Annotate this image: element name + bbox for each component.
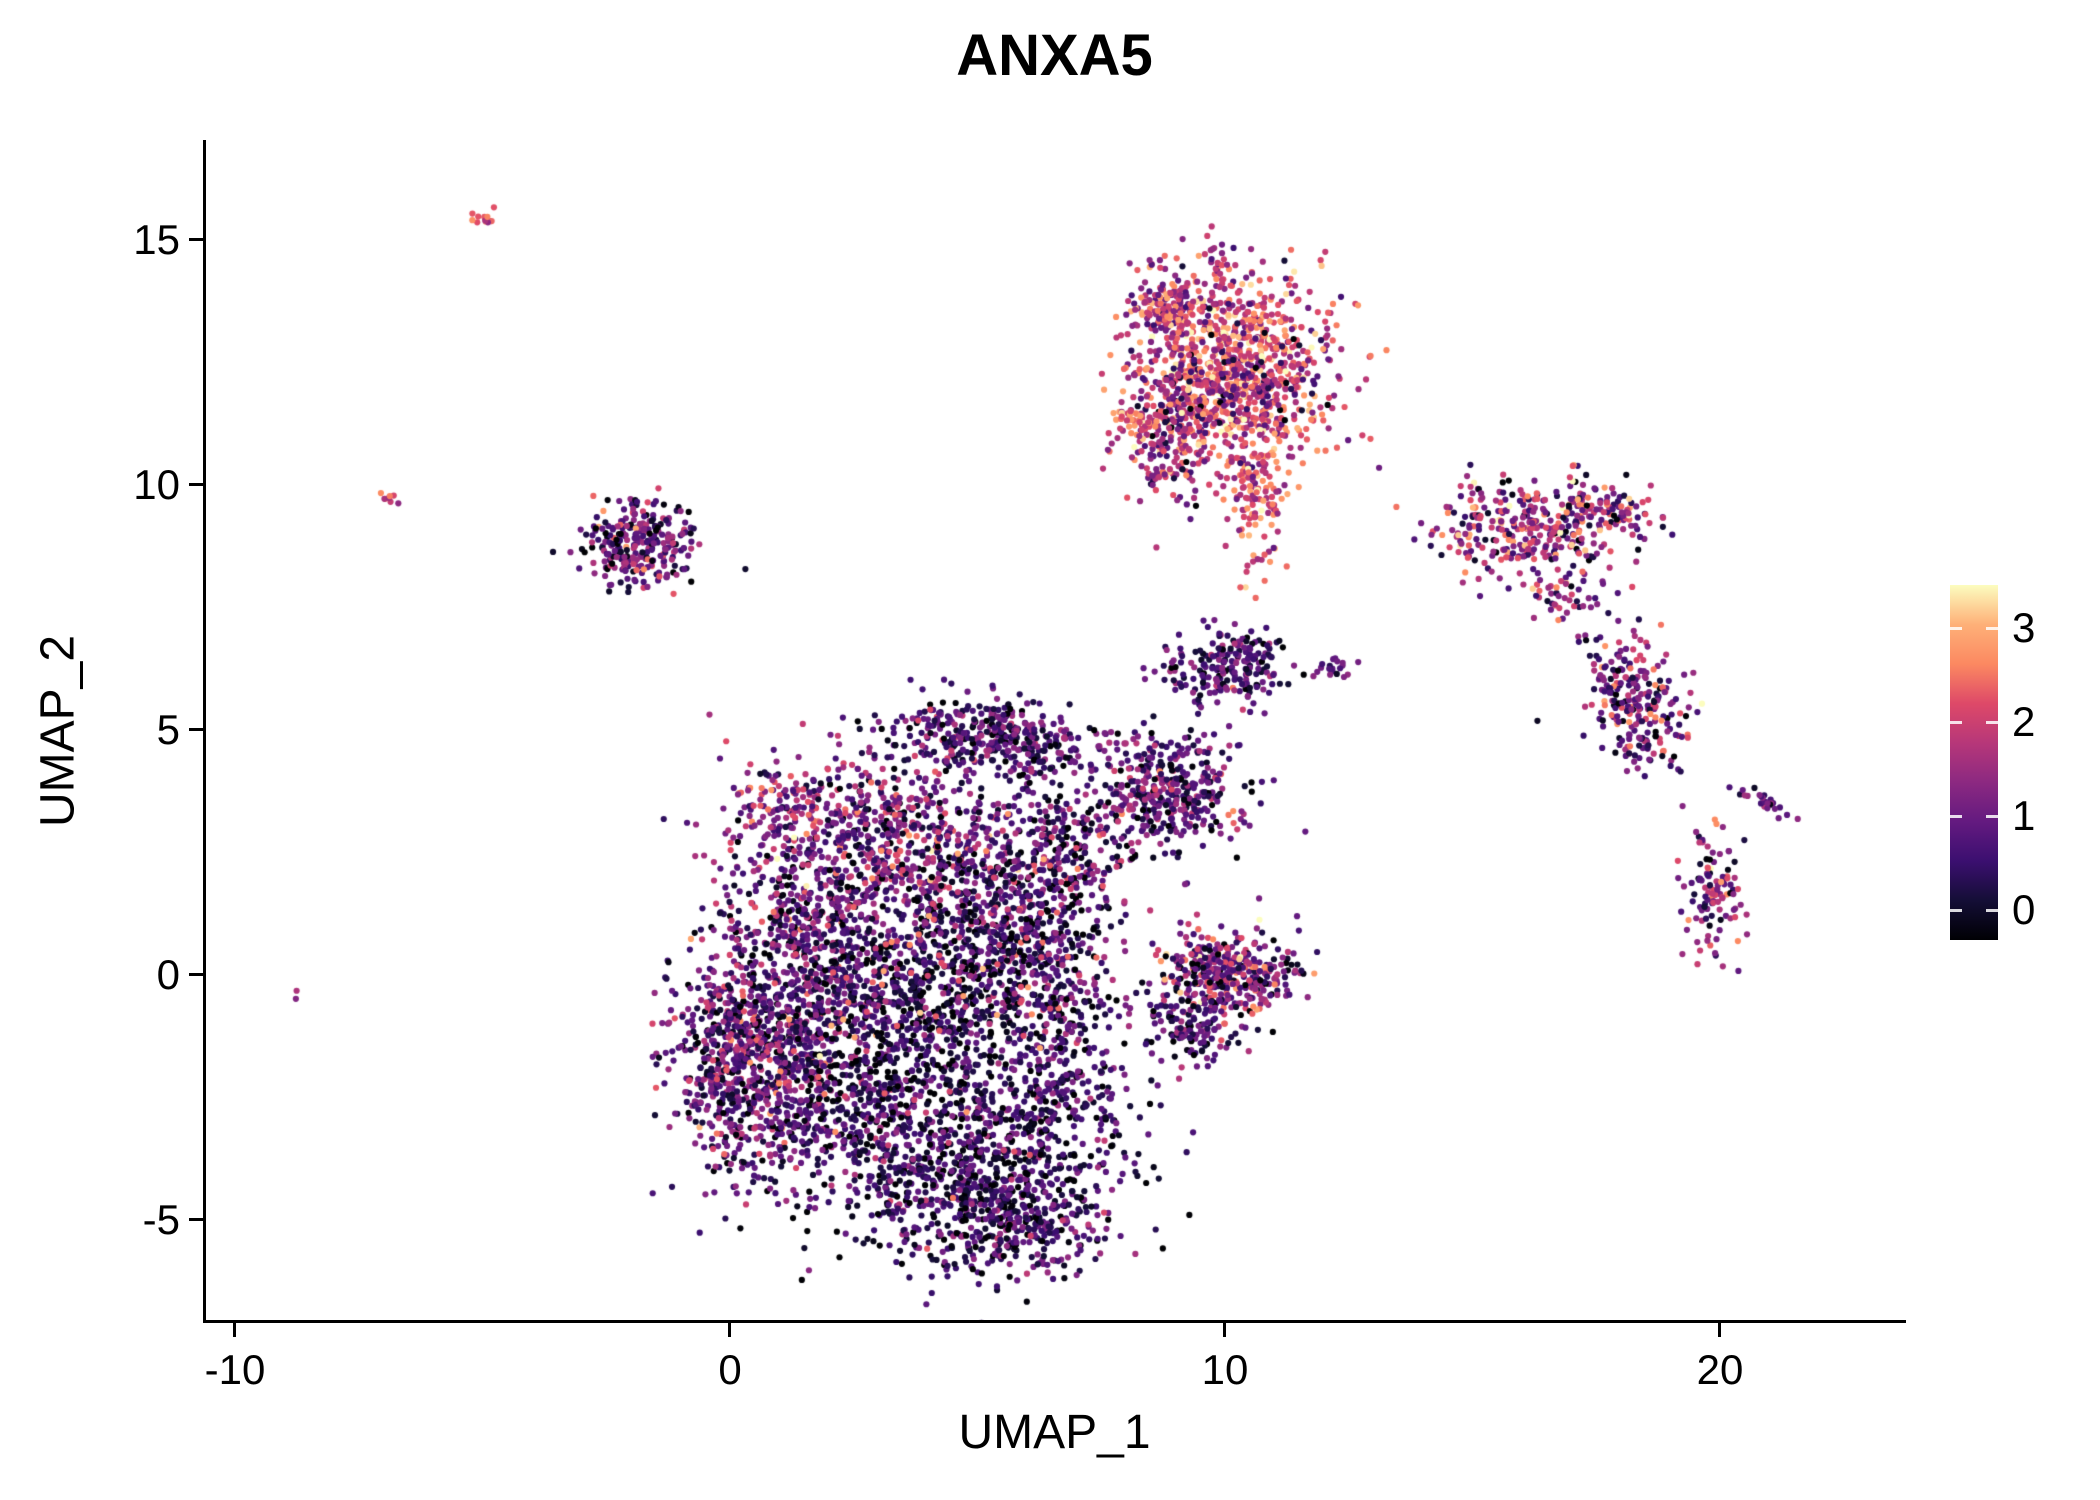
y-axis-title: UMAP_2: [31, 634, 85, 828]
colorbar-tick-label: 0: [2012, 886, 2036, 933]
x-tick-label: 20: [1696, 1346, 1744, 1393]
y-tick-mark: [189, 1218, 203, 1221]
y-tick-mark: [189, 238, 203, 241]
colorbar-tick-label: 1: [2012, 792, 2036, 839]
plot-title: ANXA5: [956, 23, 1153, 88]
colorbar-tick-label: 2: [2012, 698, 2036, 745]
y-tick-label: 15: [133, 216, 180, 263]
colorbar-tick-mark: [1950, 909, 1962, 912]
y-axis-line: [203, 140, 206, 1323]
y-tick-mark: [189, 728, 203, 731]
x-tick-mark: [728, 1323, 731, 1337]
colorbar-tick-mark: [1950, 721, 1962, 724]
colorbar-tick-mark: [1986, 627, 1998, 630]
x-tick-mark: [233, 1323, 236, 1337]
y-tick-label: 10: [133, 461, 180, 508]
colorbar-tick-mark: [1986, 815, 1998, 818]
colorbar-tick-label: 3: [2012, 604, 2036, 651]
x-tick-mark: [1718, 1323, 1721, 1337]
y-tick-label: -5: [142, 1196, 180, 1243]
x-tick-mark: [1223, 1323, 1226, 1337]
y-tick-label: 5: [156, 706, 180, 753]
y-tick-label: 0: [156, 951, 180, 998]
colorbar-tick-mark: [1950, 815, 1962, 818]
colorbar-gradient: [1950, 585, 1998, 940]
x-axis-title: UMAP_1: [958, 1406, 1151, 1459]
x-tick-label: -10: [204, 1346, 266, 1393]
colorbar-tick-mark: [1986, 909, 1998, 912]
y-tick-mark: [189, 483, 203, 486]
x-axis-line: [203, 1320, 1906, 1323]
colorbar-tick-mark: [1986, 721, 1998, 724]
x-tick-label: 0: [718, 1346, 742, 1393]
colorbar-tick-mark: [1950, 627, 1962, 630]
y-tick-mark: [189, 973, 203, 976]
x-tick-label: 10: [1201, 1346, 1249, 1393]
